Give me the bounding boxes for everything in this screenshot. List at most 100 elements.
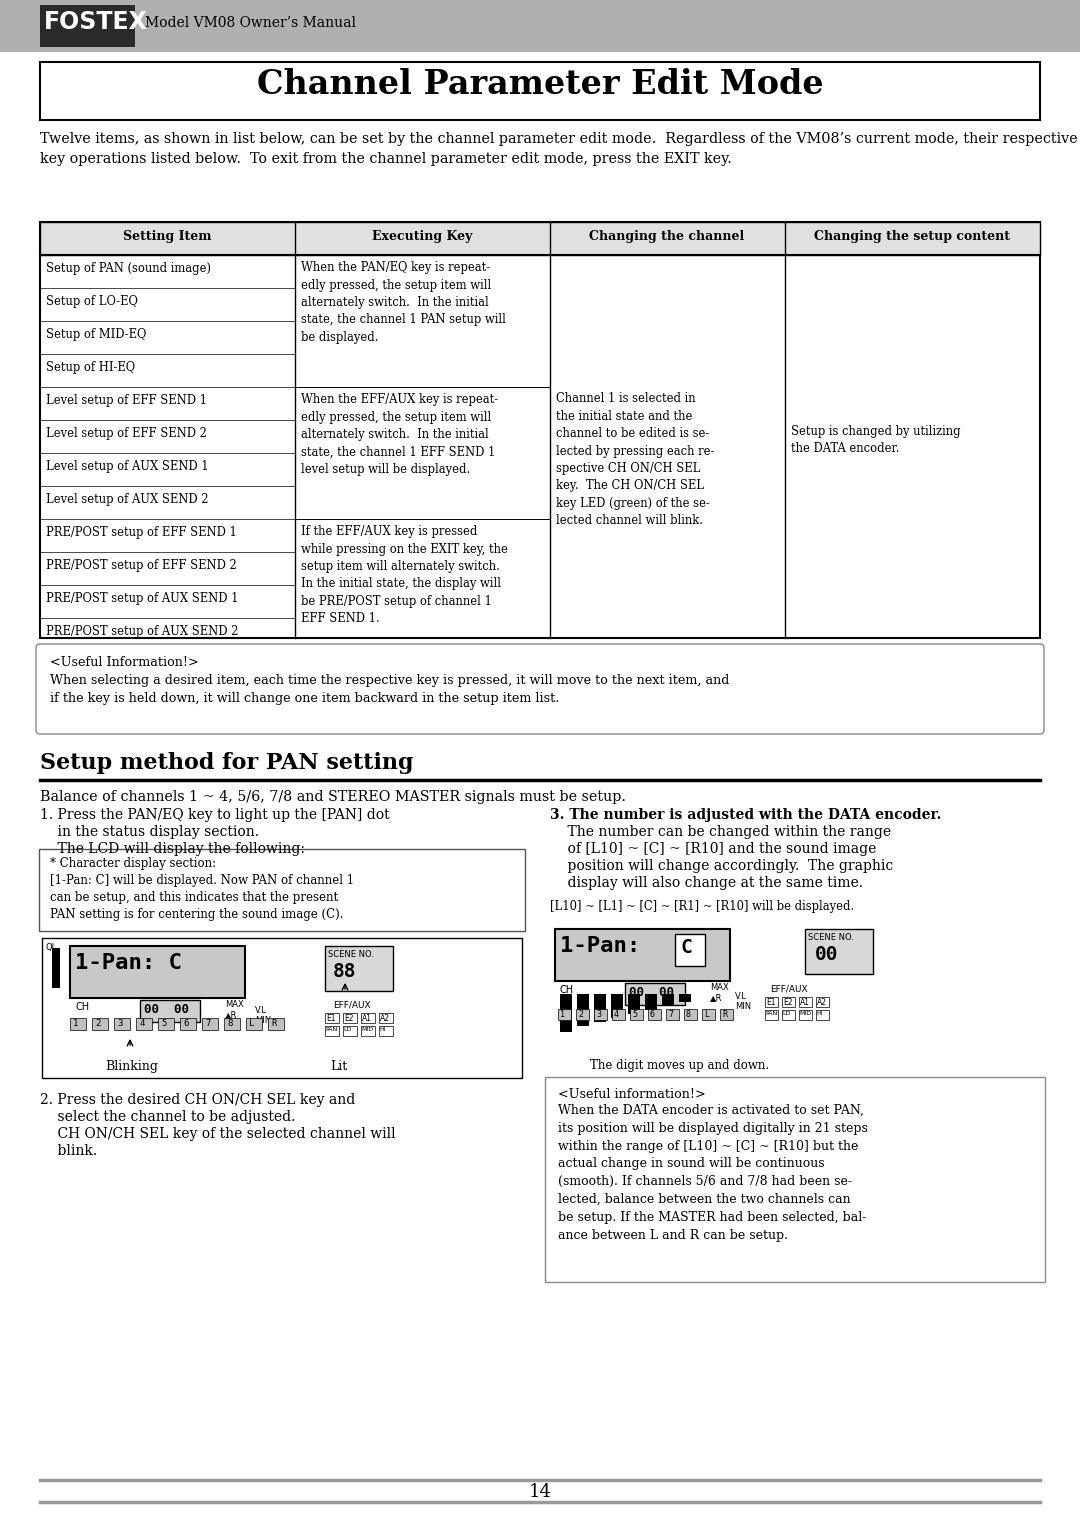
Text: 1: 1: [73, 1019, 79, 1029]
Text: position will change accordingly.  The graphic: position will change accordingly. The gr…: [550, 859, 893, 873]
Bar: [594, 993, 606, 1022]
Text: 00  00: 00 00: [629, 986, 674, 1000]
Text: 8: 8: [227, 1019, 232, 1029]
Text: 8: 8: [686, 1010, 691, 1019]
Bar: [612, 1009, 625, 1019]
Text: A2: A2: [380, 1013, 390, 1022]
Text: 1. Press the PAN/EQ key to light up the [PAN] dot: 1. Press the PAN/EQ key to light up the …: [40, 807, 390, 823]
FancyBboxPatch shape: [39, 848, 525, 931]
Text: E2: E2: [783, 998, 793, 1007]
Text: 2: 2: [95, 1019, 100, 1029]
Text: When the PAN/EQ key is repeat-
edly pressed, the setup item will
alternately swi: When the PAN/EQ key is repeat- edly pres…: [301, 261, 505, 343]
Text: Model VM08 Owner’s Manual: Model VM08 Owner’s Manual: [145, 15, 356, 31]
Bar: [675, 934, 705, 966]
Bar: [246, 1018, 262, 1030]
Bar: [625, 983, 685, 1006]
Text: PRE/POST setup of AUX SEND 2: PRE/POST setup of AUX SEND 2: [46, 626, 239, 638]
Text: EFF/AUX: EFF/AUX: [770, 984, 808, 993]
Text: 1: 1: [561, 1010, 565, 1019]
Bar: [805, 929, 873, 974]
Text: 00  00: 00 00: [144, 1003, 189, 1016]
Text: 3. The number is adjusted with the DATA encoder.: 3. The number is adjusted with the DATA …: [550, 807, 942, 823]
Text: [L10] ~ [L1] ~ [C] ~ [R1] ~ [R10] will be displayed.: [L10] ~ [L1] ~ [C] ~ [R1] ~ [R10] will b…: [550, 900, 854, 913]
Text: CH ON/CH SEL key of the selected channel will: CH ON/CH SEL key of the selected channel…: [40, 1128, 395, 1141]
Text: 7: 7: [205, 1019, 211, 1029]
Text: Balance of channels 1 ~ 4, 5/6, 7/8 and STEREO MASTER signals must be setup.: Balance of channels 1 ~ 4, 5/6, 7/8 and …: [40, 790, 626, 804]
Text: L: L: [704, 1010, 708, 1019]
Text: PAN: PAN: [765, 1012, 778, 1016]
Text: V.L
MIN: V.L MIN: [735, 992, 751, 1012]
Text: PRE/POST setup of EFF SEND 2: PRE/POST setup of EFF SEND 2: [46, 559, 237, 572]
Bar: [799, 996, 812, 1007]
Text: The number can be changed within the range: The number can be changed within the ran…: [550, 826, 891, 839]
Bar: [379, 1013, 393, 1022]
Bar: [325, 946, 393, 990]
Text: CH: CH: [75, 1003, 90, 1012]
Bar: [361, 1025, 375, 1036]
Bar: [627, 993, 640, 1013]
Bar: [343, 1013, 357, 1022]
Text: Changing the channel: Changing the channel: [590, 230, 744, 243]
Text: Setup method for PAN setting: Setup method for PAN setting: [40, 752, 414, 774]
Text: 2. Press the desired CH ON/CH SEL key and: 2. Press the desired CH ON/CH SEL key an…: [40, 1093, 355, 1106]
Bar: [325, 1013, 339, 1022]
Bar: [816, 1010, 829, 1019]
Text: The LCD will display the following:: The LCD will display the following:: [40, 842, 305, 856]
Text: Setup of MID-EQ: Setup of MID-EQ: [46, 328, 147, 340]
Bar: [52, 948, 60, 958]
Text: 3: 3: [596, 1010, 600, 1019]
Text: 5: 5: [632, 1010, 637, 1019]
Bar: [561, 993, 572, 1032]
Bar: [361, 1013, 375, 1022]
Bar: [343, 1025, 357, 1036]
Text: A2: A2: [816, 998, 827, 1007]
Text: MID: MID: [361, 1027, 373, 1032]
Text: Channel Parameter Edit Mode: Channel Parameter Edit Mode: [257, 69, 823, 101]
Bar: [52, 948, 60, 974]
Text: MAX
▲R: MAX ▲R: [710, 983, 729, 1003]
FancyBboxPatch shape: [545, 1077, 1045, 1282]
Text: R: R: [271, 1019, 276, 1029]
Text: Level setup of EFF SEND 2: Level setup of EFF SEND 2: [46, 427, 207, 439]
Text: QL: QL: [45, 943, 56, 952]
Bar: [40, 63, 1040, 121]
Text: 00: 00: [815, 945, 838, 964]
Text: * Character display section:
[1-Pan: C] will be displayed. Now PAN of channel 1
: * Character display section: [1-Pan: C] …: [50, 858, 354, 922]
Text: MASTER: MASTER: [150, 1003, 190, 1012]
Bar: [180, 1018, 195, 1030]
Text: HI: HI: [816, 1012, 823, 1016]
Text: Lit: Lit: [330, 1061, 348, 1073]
Bar: [52, 948, 60, 987]
Text: Changing the setup content: Changing the setup content: [814, 230, 1010, 243]
Bar: [52, 948, 60, 983]
Text: select the channel to be adjusted.: select the channel to be adjusted.: [40, 1109, 295, 1125]
FancyBboxPatch shape: [36, 644, 1044, 734]
Bar: [576, 1009, 589, 1019]
Bar: [40, 5, 135, 47]
Text: SCENE NO.: SCENE NO.: [808, 932, 854, 942]
Bar: [52, 948, 60, 954]
Bar: [611, 993, 623, 1018]
Bar: [114, 1018, 130, 1030]
Bar: [52, 948, 60, 978]
Text: When the DATA encoder is activated to set PAN,
its position will be displayed di: When the DATA encoder is activated to se…: [558, 1103, 868, 1242]
Bar: [70, 946, 245, 998]
Text: C: C: [680, 938, 692, 957]
Text: If the EFF/AUX key is pressed
while pressing on the EXIT key, the
setup item wil: If the EFF/AUX key is pressed while pres…: [301, 525, 508, 626]
Text: 88: 88: [333, 961, 356, 981]
Bar: [52, 948, 60, 966]
Text: HI: HI: [379, 1027, 386, 1032]
Text: L: L: [249, 1019, 255, 1029]
Text: Setting Item: Setting Item: [123, 230, 212, 243]
Bar: [379, 1025, 393, 1036]
Text: blink.: blink.: [40, 1144, 97, 1158]
Text: 1-Pan: C: 1-Pan: C: [75, 954, 183, 974]
Text: Level setup of EFF SEND 1: Level setup of EFF SEND 1: [46, 394, 207, 407]
Bar: [202, 1018, 218, 1030]
Bar: [816, 996, 829, 1007]
Text: MID: MID: [799, 1012, 811, 1016]
Bar: [52, 948, 60, 958]
Text: A1: A1: [362, 1013, 372, 1022]
Text: PRE/POST setup of EFF SEND 1: PRE/POST setup of EFF SEND 1: [46, 526, 237, 539]
Text: EFF/AUX: EFF/AUX: [333, 1000, 370, 1009]
